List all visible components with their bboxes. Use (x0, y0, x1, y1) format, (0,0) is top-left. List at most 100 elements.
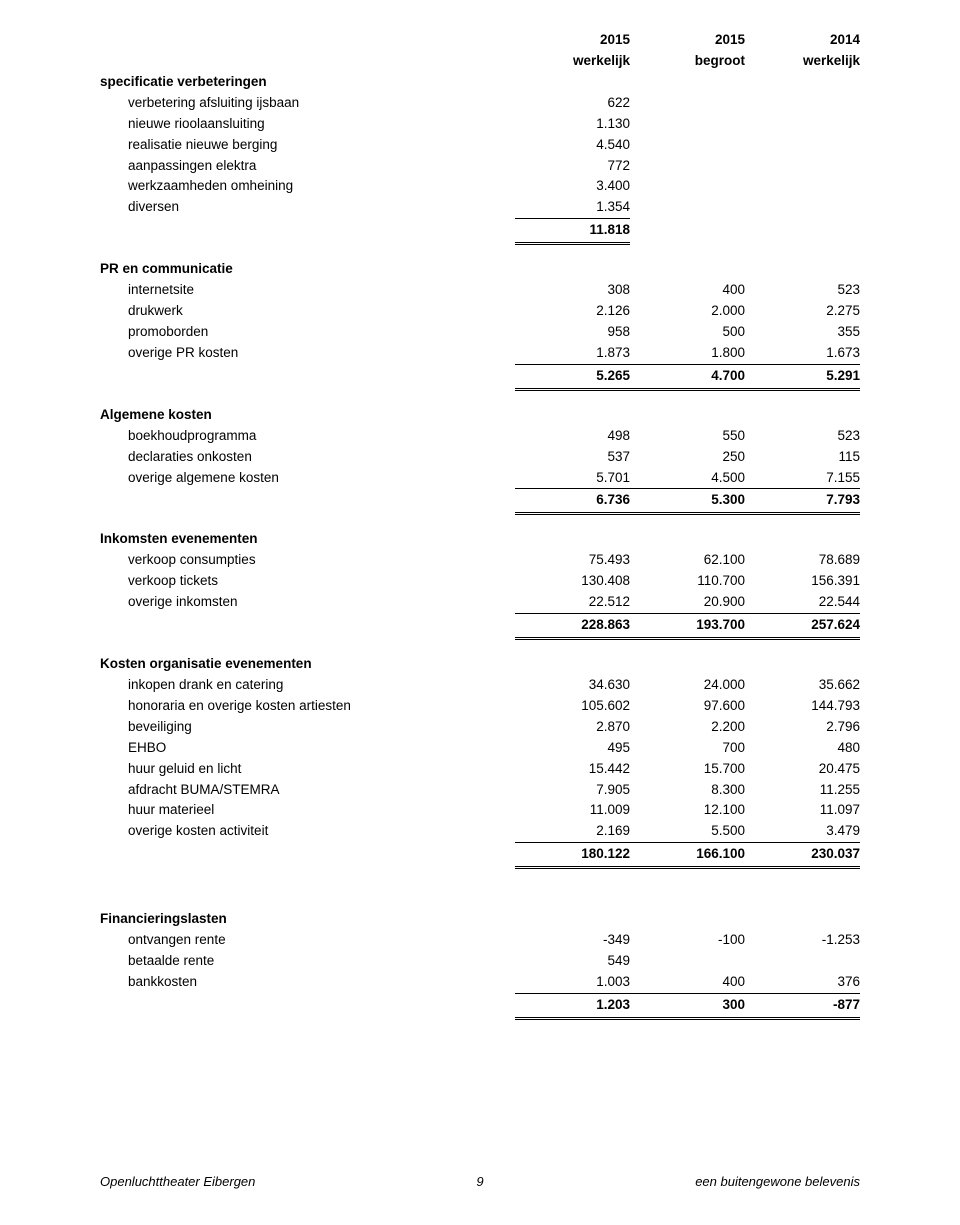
line-item: verkoop tickets130.408110.700156.391 (100, 571, 860, 592)
line-label: declaraties onkosten (100, 447, 515, 468)
col-header-type-3: werkelijk (745, 51, 860, 72)
line-c1: 549 (515, 951, 630, 972)
line-c3: 20.475 (745, 759, 860, 780)
line-c1: 34.630 (515, 675, 630, 696)
line-item: verbetering afsluiting ijsbaan622 (100, 93, 860, 114)
col-header-type-2: begroot (630, 51, 745, 72)
line-label: overige algemene kosten (100, 468, 515, 489)
line-c1: 7.905 (515, 780, 630, 801)
sum-c2 (630, 232, 745, 234)
line-item: overige inkomsten22.51220.90022.544 (100, 592, 860, 613)
line-c2: 1.800 (630, 343, 745, 364)
line-c2: 400 (630, 972, 745, 993)
footer-right: een buitengewone belevenis (510, 1174, 860, 1189)
line-c1: 130.408 (515, 571, 630, 592)
line-c1: 308 (515, 280, 630, 301)
line-c2: 5.500 (630, 821, 745, 842)
line-item: aanpassingen elektra772 (100, 156, 860, 177)
line-item: EHBO495700480 (100, 738, 860, 759)
line-label: betaalde rente (100, 951, 515, 972)
sum-c3 (745, 232, 860, 234)
line-c2: 15.700 (630, 759, 745, 780)
sum-c2: 5.300 (630, 488, 745, 515)
subtotal-row: 5.2654.7005.291 (100, 364, 860, 391)
line-label: huur geluid en licht (100, 759, 515, 780)
line-c1: 622 (515, 93, 630, 114)
line-c3: 523 (745, 426, 860, 447)
line-label: afdracht BUMA/STEMRA (100, 780, 515, 801)
line-c3: 22.544 (745, 592, 860, 613)
line-item: declaraties onkosten537250115 (100, 447, 860, 468)
line-label: internetsite (100, 280, 515, 301)
line-c1: 495 (515, 738, 630, 759)
sum-c2: 4.700 (630, 364, 745, 391)
line-c1: 5.701 (515, 468, 630, 489)
header-row-years: 2015 2015 2014 (100, 30, 860, 51)
sum-c2: 300 (630, 993, 745, 1020)
line-item: ontvangen rente-349-100-1.253 (100, 930, 860, 951)
subtotal-row: 180.122166.100230.037 (100, 842, 860, 869)
section-title: Financieringslasten (100, 909, 860, 930)
line-label: overige inkomsten (100, 592, 515, 613)
line-c2: 12.100 (630, 800, 745, 821)
line-c3: 11.255 (745, 780, 860, 801)
section-title-text: specificatie verbeteringen (100, 72, 515, 93)
line-c3: 156.391 (745, 571, 860, 592)
sum-c2: 166.100 (630, 842, 745, 869)
sum-c1: 5.265 (515, 364, 630, 391)
line-item: afdracht BUMA/STEMRA7.9058.30011.255 (100, 780, 860, 801)
line-c1: 2.870 (515, 717, 630, 738)
line-c1: 1.873 (515, 343, 630, 364)
footer-left: Openluchttheater Eibergen (100, 1174, 450, 1189)
page-footer: Openluchttheater Eibergen 9 een buitenge… (100, 1174, 860, 1189)
line-c1: 1.003 (515, 972, 630, 993)
line-label: boekhoudprogramma (100, 426, 515, 447)
line-c3: 11.097 (745, 800, 860, 821)
line-label: werkzaamheden omheining (100, 176, 515, 197)
line-item: nieuwe rioolaansluiting1.130 (100, 114, 860, 135)
line-c2: 97.600 (630, 696, 745, 717)
sum-c1: 228.863 (515, 613, 630, 640)
line-c2: 62.100 (630, 550, 745, 571)
line-c1: 11.009 (515, 800, 630, 821)
sum-c3: 230.037 (745, 842, 860, 869)
line-c2: 8.300 (630, 780, 745, 801)
line-item: inkopen drank en catering34.63024.00035.… (100, 675, 860, 696)
section-title-text: Inkomsten evenementen (100, 529, 515, 550)
section-title-text: Financieringslasten (100, 909, 515, 930)
line-label: diversen (100, 197, 515, 218)
line-c2: 110.700 (630, 571, 745, 592)
line-item: diversen1.354 (100, 197, 860, 218)
line-c2: 2.000 (630, 301, 745, 322)
line-c3: 1.673 (745, 343, 860, 364)
line-label: promoborden (100, 322, 515, 343)
subtotal-row: 11.818 (100, 218, 860, 245)
subtotal-row: 228.863193.700257.624 (100, 613, 860, 640)
line-c3: 480 (745, 738, 860, 759)
line-c1: 498 (515, 426, 630, 447)
line-c2: 2.200 (630, 717, 745, 738)
line-item: boekhoudprogramma498550523 (100, 426, 860, 447)
col-header-year-1: 2015 (515, 30, 630, 51)
line-item: werkzaamheden omheining3.400 (100, 176, 860, 197)
line-label: bankkosten (100, 972, 515, 993)
sum-c1: 1.203 (515, 993, 630, 1020)
line-c1: 2.126 (515, 301, 630, 322)
sum-c3: 257.624 (745, 613, 860, 640)
line-c1: 22.512 (515, 592, 630, 613)
sum-c3: 7.793 (745, 488, 860, 515)
line-c1: 537 (515, 447, 630, 468)
section-title-text: Kosten organisatie evenementen (100, 654, 515, 675)
line-label: realisatie nieuwe berging (100, 135, 515, 156)
line-c3: 35.662 (745, 675, 860, 696)
sum-c3: -877 (745, 993, 860, 1020)
line-label: EHBO (100, 738, 515, 759)
line-c3: 115 (745, 447, 860, 468)
line-label: overige kosten activiteit (100, 821, 515, 842)
sum-c1: 180.122 (515, 842, 630, 869)
line-c2: 550 (630, 426, 745, 447)
subtotal-row: 1.203300-877 (100, 993, 860, 1020)
line-item: betaalde rente549 (100, 951, 860, 972)
line-label: honoraria en overige kosten artiesten (100, 696, 515, 717)
line-c2: -100 (630, 930, 745, 951)
